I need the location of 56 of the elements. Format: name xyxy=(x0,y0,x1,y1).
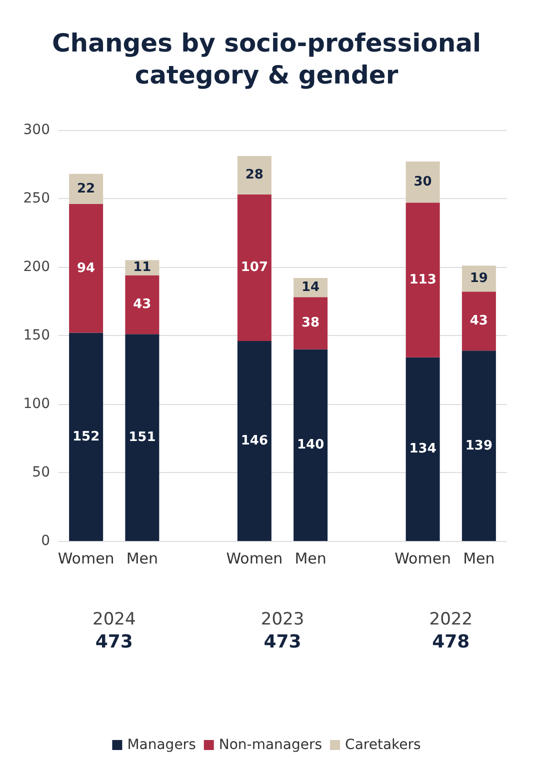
bar xyxy=(237,340,272,541)
x-tick-label: Men xyxy=(294,550,326,568)
data-label: 43 xyxy=(470,314,488,329)
bar xyxy=(462,292,496,351)
legend-label: Non-managers xyxy=(218,737,322,753)
x-tick-label: Women xyxy=(394,550,452,568)
bar xyxy=(237,156,272,194)
x-tick-label: Men xyxy=(463,550,495,568)
data-label: 151 xyxy=(128,430,156,446)
y-tick-label: 100 xyxy=(23,396,50,412)
y-tick-label: 0 xyxy=(41,533,50,549)
x-tick-label: Men xyxy=(126,550,158,568)
y-tick-label: 200 xyxy=(23,259,50,275)
bar xyxy=(69,204,104,333)
text: 473 xyxy=(264,632,302,652)
data-label: 134 xyxy=(409,442,436,457)
bar xyxy=(237,194,272,341)
bar xyxy=(69,174,104,204)
legend-label: Caretakers xyxy=(345,737,421,753)
text: 2023 xyxy=(260,610,304,630)
text: 478 xyxy=(432,632,470,652)
data-label: 94 xyxy=(77,260,96,276)
chart-title: Changes by socio-professional category & gender xyxy=(52,28,482,90)
x-tick-label: Women xyxy=(58,550,114,568)
data-label: 140 xyxy=(296,438,324,453)
data-label: 22 xyxy=(77,181,96,196)
data-label: 139 xyxy=(465,438,493,454)
data-label: 11 xyxy=(133,260,152,276)
bar xyxy=(462,350,496,541)
y-tick-label: 50 xyxy=(32,464,50,480)
data-label: 38 xyxy=(302,316,320,331)
x-tick-label: Women xyxy=(226,550,283,568)
bar xyxy=(125,334,160,541)
legend-label: Managers xyxy=(127,737,196,753)
data-label: 43 xyxy=(133,297,152,312)
data-label: 19 xyxy=(470,271,488,286)
data-label: 30 xyxy=(414,174,432,190)
y-tick-label: 150 xyxy=(23,328,50,344)
bar xyxy=(406,162,440,203)
bar xyxy=(406,357,440,541)
data-label: 146 xyxy=(240,433,268,448)
bar xyxy=(406,202,440,358)
y-tick-label: 300 xyxy=(23,122,50,138)
text: 473 xyxy=(95,632,133,652)
bar xyxy=(294,349,328,541)
bar xyxy=(294,297,328,350)
bar xyxy=(125,275,160,334)
data-label: 14 xyxy=(302,280,320,296)
text: 2022 xyxy=(429,610,473,630)
data-label: 28 xyxy=(245,168,264,183)
bar xyxy=(69,332,104,541)
y-tick-label: 250 xyxy=(23,190,50,206)
data-label: 107 xyxy=(240,260,268,276)
data-label: 152 xyxy=(72,429,100,444)
data-label: 113 xyxy=(409,272,436,288)
text: 2024 xyxy=(92,610,136,630)
